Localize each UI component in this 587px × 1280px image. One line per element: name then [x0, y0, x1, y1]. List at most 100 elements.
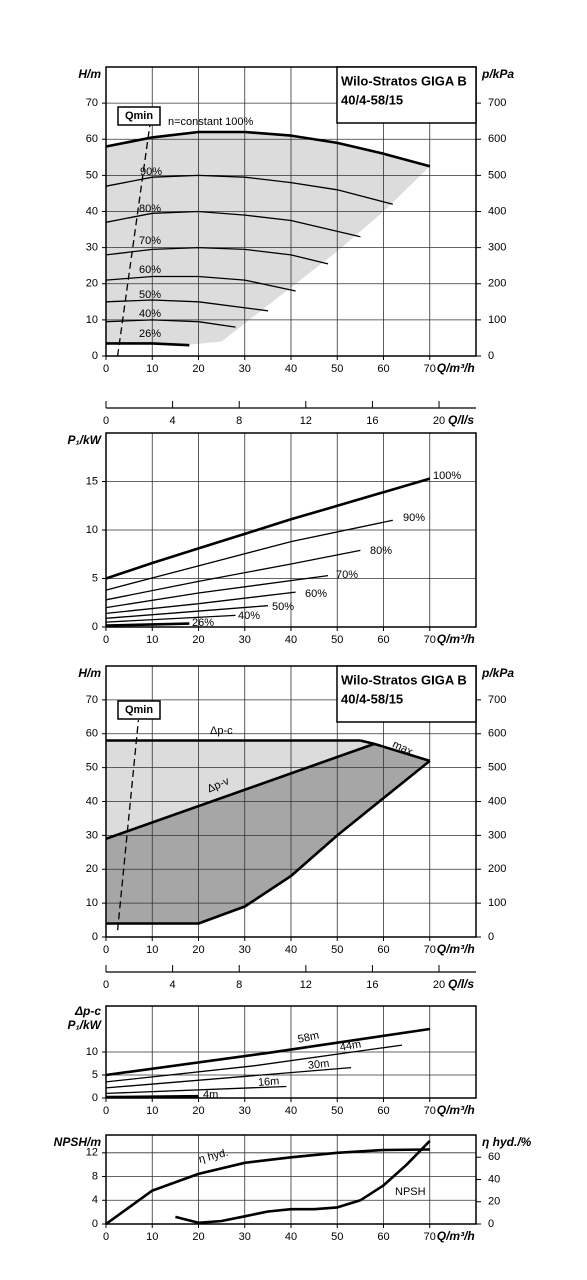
y-tick-label: 0: [92, 350, 98, 362]
title-box: [336, 66, 477, 124]
curve-label: 26%: [192, 617, 214, 629]
label-box: [117, 106, 161, 126]
y-axis-label: H/m: [78, 666, 101, 680]
curve-label: Δp-c: [210, 725, 233, 737]
y-tick-label: 10: [86, 897, 98, 909]
y-tick-label: 70: [86, 694, 98, 706]
y-tick-label: 10: [86, 1046, 98, 1058]
x-tick-label: 10: [146, 1105, 158, 1117]
x-tick-label: 10: [146, 634, 158, 646]
curve-label: Qmin: [125, 110, 153, 122]
y-tick-label: 12: [86, 1147, 98, 1159]
curve: [175, 1139, 431, 1225]
chart-title: 40/4-58/15: [341, 691, 403, 706]
limit-line: [116, 124, 151, 357]
x-tick-label: 40: [285, 363, 297, 375]
x2-tick-label: 20: [433, 415, 445, 427]
curve: [105, 1066, 352, 1089]
x-tick-label: 20: [192, 363, 204, 375]
y-tick-label: 40: [86, 795, 98, 807]
x-tick-label: 0: [103, 634, 109, 646]
y-tick-label: 30: [86, 242, 98, 254]
y-tick-label: 0: [92, 1218, 98, 1230]
curve-label: 50%: [272, 601, 294, 613]
y2-tick-label: 0: [488, 1218, 494, 1230]
x-tick-label: 0: [103, 1105, 109, 1117]
y2-tick-label: 60: [488, 1151, 500, 1163]
y2-tick-label: 500: [488, 762, 506, 774]
x-tick-label: 30: [239, 1105, 251, 1117]
curve: [105, 614, 236, 623]
y-tick-label: 8: [92, 1170, 98, 1182]
y-tick-label: 0: [92, 621, 98, 633]
x-tick-label: 60: [377, 634, 389, 646]
curve: [105, 174, 393, 205]
y2-tick-label: 300: [488, 829, 506, 841]
y-tick-label: 50: [86, 762, 98, 774]
curve: [106, 759, 431, 925]
curve: [105, 130, 431, 168]
chart-title: Wilo-Stratos GIGA B: [341, 73, 467, 88]
x2-tick-label: 0: [103, 415, 109, 427]
x-tick-label: 60: [377, 363, 389, 375]
x2-tick-label: 4: [170, 979, 176, 991]
curve-label: 44m: [339, 1038, 362, 1054]
x2-tick-label: 12: [300, 979, 312, 991]
y-tick-label: 15: [86, 475, 98, 487]
x2-tick-label: 4: [170, 415, 176, 427]
y2-tick-label: 400: [488, 795, 506, 807]
curve: [105, 605, 268, 619]
title-box: [336, 665, 477, 723]
y2-tick-label: 200: [488, 278, 506, 290]
x-tick-label: 30: [239, 1231, 251, 1243]
x2-tick-label: 16: [366, 979, 378, 991]
limit-line: [116, 720, 140, 931]
y-axis-label: P₁/kW: [67, 433, 102, 447]
curve-label: 90%: [140, 166, 162, 178]
x-tick-label: 50: [331, 363, 343, 375]
y2-tick-label: 20: [488, 1196, 500, 1208]
x-tick-label: 20: [192, 634, 204, 646]
x-axis-label: Q/m³/h: [437, 942, 475, 956]
plot-frame: [105, 66, 477, 357]
x-axis-label: Q/m³/h: [437, 632, 475, 646]
y-tick-label: 20: [86, 863, 98, 875]
y2-tick-label: 600: [488, 728, 506, 740]
y-tick-label: 0: [92, 931, 98, 943]
x-axis-label: Q/m³/h: [437, 361, 475, 375]
x-tick-label: 50: [331, 634, 343, 646]
y-tick-label: 10: [86, 314, 98, 326]
curve-label: 90%: [403, 512, 425, 524]
x2-tick-label: 0: [103, 979, 109, 991]
curve-label: 80%: [370, 545, 392, 557]
curve: [105, 1148, 430, 1226]
x-tick-label: 50: [331, 1105, 343, 1117]
y2-tick-label: 0: [488, 350, 494, 362]
y-tick-label: 50: [86, 169, 98, 181]
y-axis-label: H/m: [78, 67, 101, 81]
x-tick-label: 20: [192, 1105, 204, 1117]
curve: [105, 246, 329, 265]
curve-label: 80%: [139, 203, 161, 215]
x-axis-label: Q/m³/h: [437, 1103, 475, 1117]
x-tick-label: 60: [377, 1105, 389, 1117]
y2-axis-label: η hyd./%: [482, 1135, 532, 1149]
y-tick-label: 0: [92, 1092, 98, 1104]
curve-label: 70%: [336, 569, 358, 581]
y-tick-label: 5: [92, 572, 98, 584]
x-tick-label: 30: [239, 634, 251, 646]
x-tick-label: 20: [192, 1231, 204, 1243]
shaded-area: [106, 132, 430, 346]
x-tick-label: 0: [103, 1231, 109, 1243]
y2-tick-label: 300: [488, 242, 506, 254]
x-tick-label: 70: [424, 1231, 436, 1243]
x-tick-label: 70: [424, 634, 436, 646]
plot-frame: [105, 1134, 477, 1225]
curve-label: 40%: [238, 610, 260, 622]
curve-label: 30m: [307, 1058, 330, 1072]
x-tick-label: 0: [103, 944, 109, 956]
y2-axis-label: p/kPa: [481, 666, 514, 680]
x2-tick-label: 16: [366, 415, 378, 427]
y2-tick-label: 100: [488, 314, 506, 326]
